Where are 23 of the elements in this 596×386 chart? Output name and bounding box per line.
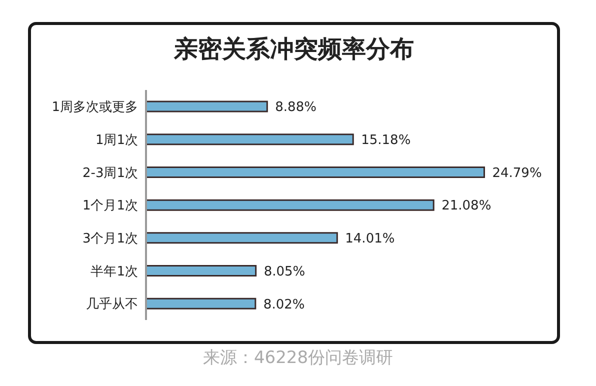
bar — [145, 199, 434, 211]
y-tick-label: 半年1次 — [90, 264, 138, 280]
bar — [145, 166, 485, 178]
y-tick-label: 3个月1次 — [82, 231, 138, 246]
chart-title: 亲密关系冲突频率分布 — [172, 34, 415, 65]
y-tick-label: 2-3周1次 — [82, 166, 138, 181]
data-label: 14.01% — [345, 232, 395, 247]
y-tick-label: 1周1次 — [95, 132, 138, 148]
bar — [145, 265, 257, 277]
data-label: 15.18% — [361, 132, 411, 148]
bar — [145, 232, 338, 244]
y-tick-label: 1个月1次 — [82, 198, 138, 214]
data-label: 8.05% — [264, 264, 306, 280]
data-label: 8.88% — [275, 100, 316, 116]
bar — [145, 100, 268, 112]
data-label: 8.02% — [263, 297, 305, 312]
y-tick-label: 1周多次或更多 — [52, 100, 138, 116]
bar — [145, 134, 354, 146]
bar — [145, 298, 256, 310]
data-label: 21.08% — [442, 198, 492, 214]
y-tick-label: 几乎从不 — [86, 297, 138, 312]
source-note: 来源：46228份问卷调研 — [202, 347, 394, 369]
data-label: 24.79% — [492, 166, 542, 181]
